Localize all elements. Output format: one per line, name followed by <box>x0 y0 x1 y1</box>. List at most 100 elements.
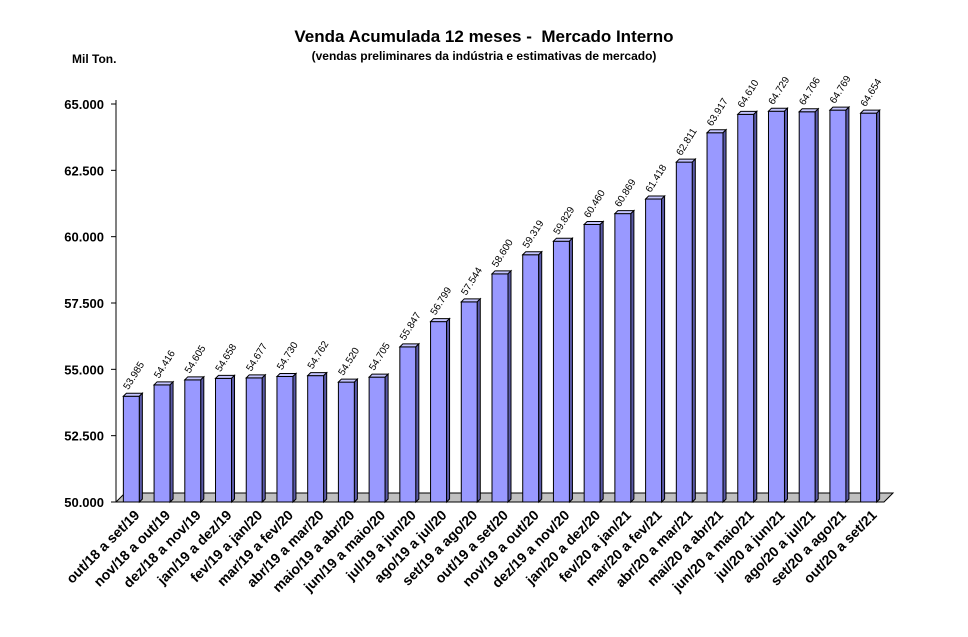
bar-front <box>737 113 755 503</box>
bar <box>183 375 206 504</box>
data-label: 59.319 <box>521 218 547 250</box>
bar-side <box>446 317 451 504</box>
bar-side <box>507 269 512 504</box>
bar-side <box>599 220 604 504</box>
data-label: 64.769 <box>828 74 854 106</box>
bar-front <box>307 375 325 503</box>
bar <box>797 107 820 504</box>
bar <box>122 392 144 504</box>
y-tick-label: 65.000 <box>64 97 104 112</box>
bar-front <box>706 132 724 503</box>
data-label: 54.762 <box>306 339 332 371</box>
bar-side <box>783 106 788 504</box>
data-label: 53.985 <box>122 360 148 392</box>
bar <box>675 157 697 504</box>
y-tick-label: 62.500 <box>64 163 104 178</box>
data-label: 60.869 <box>613 177 639 209</box>
bar-front <box>184 379 202 503</box>
data-label: 56.799 <box>429 285 455 317</box>
bar-side <box>292 372 297 504</box>
bar <box>705 128 728 504</box>
bar-front <box>767 110 785 503</box>
bar <box>429 317 451 504</box>
bar-front <box>675 161 693 503</box>
bar-side <box>630 209 635 504</box>
bar-front <box>368 376 386 503</box>
bar-side <box>169 380 174 504</box>
bar-side <box>200 375 205 504</box>
bar-side <box>476 297 481 504</box>
data-label: 61.418 <box>644 162 670 194</box>
bar-front <box>460 301 478 503</box>
bar-front <box>399 346 417 503</box>
bar <box>214 374 236 504</box>
y-axis-label: Mil Ton. <box>72 52 117 66</box>
bar-side <box>353 377 358 504</box>
bar <box>521 250 543 504</box>
data-label: 54.520 <box>337 346 363 378</box>
bar <box>490 269 513 504</box>
data-label: 54.705 <box>367 341 393 373</box>
bar <box>245 373 267 504</box>
bar-front <box>430 321 448 503</box>
bar <box>152 380 175 504</box>
data-label: 64.610 <box>736 78 762 110</box>
data-label: 60.460 <box>582 188 608 220</box>
bar-front <box>829 109 847 503</box>
bar-side <box>323 371 328 504</box>
bar-side <box>876 108 881 504</box>
y-tick-label: 57.500 <box>64 296 104 311</box>
bar-front <box>215 377 233 503</box>
bar-side <box>722 128 727 504</box>
bar-front <box>122 395 140 503</box>
y-tick-label: 55.000 <box>64 362 104 377</box>
y-tick-label: 50.000 <box>64 495 104 510</box>
data-label: 64.706 <box>797 75 823 107</box>
bar-side <box>538 250 543 504</box>
bar <box>859 108 881 504</box>
bars <box>122 105 881 504</box>
bar-front <box>614 213 632 503</box>
bar <box>367 372 390 504</box>
data-label: 54.658 <box>214 342 240 374</box>
data-label: 64.654 <box>859 77 885 109</box>
data-label: 62.811 <box>675 126 700 158</box>
bar-side <box>814 107 819 504</box>
y-tick-label: 52.500 <box>64 429 104 444</box>
data-label: 63.917 <box>705 96 731 128</box>
data-label: 54.730 <box>275 340 301 372</box>
bar-front <box>645 198 663 503</box>
bar <box>460 297 482 504</box>
bar-side <box>661 194 666 504</box>
data-label: 54.605 <box>183 343 209 375</box>
bar-side <box>415 342 420 504</box>
bar <box>398 342 421 504</box>
bar <box>552 236 574 504</box>
bar-front <box>491 273 509 503</box>
data-label: 54.416 <box>152 348 178 380</box>
bar-front <box>583 223 601 503</box>
data-label: 64.729 <box>767 75 793 107</box>
data-label: 58.600 <box>490 237 516 269</box>
bar <box>582 220 605 504</box>
data-label: 55.847 <box>398 310 424 342</box>
bar-side <box>753 110 758 504</box>
bar-side <box>138 392 143 504</box>
bar <box>337 377 359 504</box>
bar-front <box>337 381 355 503</box>
bar-front <box>153 384 171 503</box>
bar <box>644 194 666 504</box>
data-label: 59.829 <box>552 205 578 237</box>
bar-side <box>691 157 696 504</box>
bar <box>613 209 636 504</box>
bar <box>828 105 851 504</box>
bar-side <box>384 372 389 504</box>
chart-title: Venda Acumulada 12 meses - Mercado Inter… <box>294 27 674 46</box>
bar <box>736 110 758 504</box>
bar-side <box>261 373 266 504</box>
bar-front <box>245 377 263 503</box>
bar-side <box>568 236 573 504</box>
bar-front <box>552 240 570 503</box>
